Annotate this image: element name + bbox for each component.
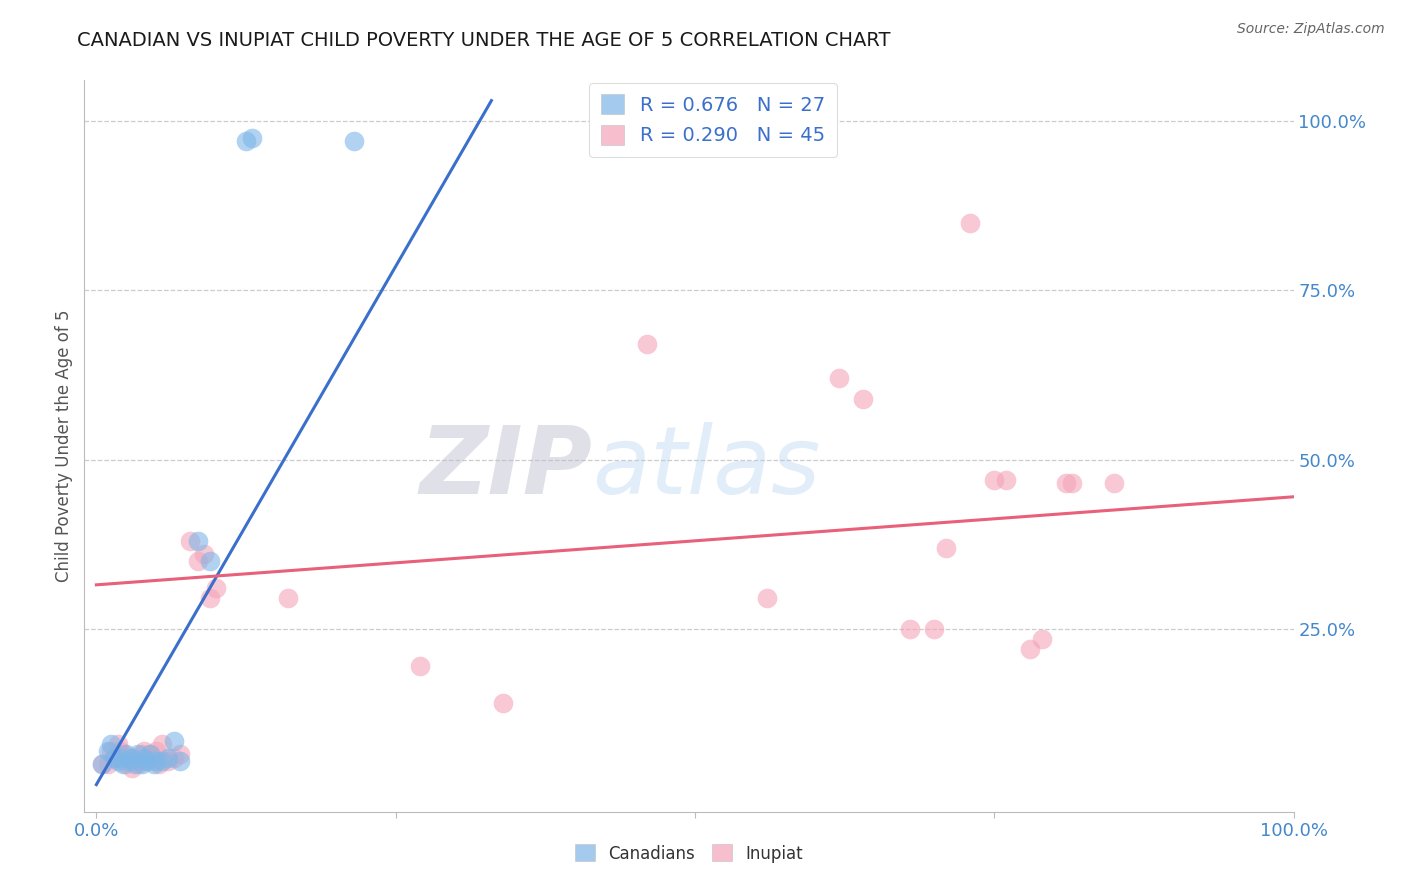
Point: [148, 757, 170, 772]
Point: [103, 750, 125, 764]
Y-axis label: Child Poverty Under the Age of 5: Child Poverty Under the Age of 5: [55, 310, 73, 582]
Text: atlas: atlas: [592, 423, 821, 514]
Point: [97, 757, 120, 772]
Point: [118, 754, 141, 768]
Point: [115, 747, 138, 761]
Point: [100, 737, 122, 751]
Point: [492, 697, 515, 711]
Point: [983, 473, 1005, 487]
Point: [995, 473, 1018, 487]
Point: [827, 371, 849, 385]
Point: [277, 591, 299, 606]
Point: [179, 533, 201, 548]
Point: [408, 659, 430, 673]
Point: [924, 622, 946, 636]
Point: [139, 747, 162, 761]
Point: [169, 754, 191, 768]
Point: [142, 757, 165, 772]
Point: [163, 750, 186, 764]
Point: [91, 757, 114, 772]
Point: [1019, 642, 1042, 657]
Point: [100, 744, 122, 758]
Point: [935, 541, 957, 555]
Point: [187, 554, 209, 568]
Point: [124, 754, 146, 768]
Point: [235, 134, 257, 148]
Point: [134, 750, 156, 764]
Point: [121, 761, 143, 775]
Point: [131, 757, 153, 772]
Text: ZIP: ZIP: [419, 422, 592, 514]
Text: CANADIAN VS INUPIAT CHILD POVERTY UNDER THE AGE OF 5 CORRELATION CHART: CANADIAN VS INUPIAT CHILD POVERTY UNDER …: [77, 31, 891, 50]
Point: [900, 622, 922, 636]
Point: [198, 554, 221, 568]
Point: [157, 750, 180, 764]
Point: [755, 591, 778, 606]
Point: [851, 392, 873, 406]
Point: [187, 533, 209, 548]
Point: [91, 757, 114, 772]
Point: [127, 757, 149, 772]
Point: [150, 737, 173, 751]
Point: [124, 757, 146, 772]
Point: [107, 754, 129, 768]
Point: [157, 754, 180, 768]
Point: [145, 754, 167, 768]
Point: [959, 215, 981, 229]
Point: [205, 581, 228, 595]
Point: [111, 747, 134, 761]
Point: [1102, 476, 1125, 491]
Point: [131, 747, 153, 761]
Point: [121, 750, 143, 764]
Point: [169, 747, 191, 761]
Point: [103, 750, 125, 764]
Point: [198, 591, 221, 606]
Point: [1031, 632, 1053, 646]
Point: [636, 337, 658, 351]
Point: [343, 134, 366, 148]
Point: [193, 547, 215, 561]
Point: [142, 750, 165, 764]
Point: [115, 757, 138, 772]
Point: [118, 750, 141, 764]
Point: [135, 754, 157, 768]
Legend: Canadians, Inupiat: Canadians, Inupiat: [568, 838, 810, 869]
Point: [134, 744, 156, 758]
Point: [97, 744, 120, 758]
Point: [1054, 476, 1077, 491]
Point: [110, 744, 132, 758]
Point: [145, 744, 167, 758]
Point: [139, 747, 162, 761]
Point: [163, 733, 186, 747]
Point: [127, 747, 149, 761]
Text: Source: ZipAtlas.com: Source: ZipAtlas.com: [1237, 22, 1385, 37]
Point: [1060, 476, 1083, 491]
Point: [107, 737, 129, 751]
Point: [111, 757, 134, 772]
Point: [150, 754, 173, 768]
Point: [135, 754, 157, 768]
Point: [240, 131, 263, 145]
Point: [110, 750, 132, 764]
